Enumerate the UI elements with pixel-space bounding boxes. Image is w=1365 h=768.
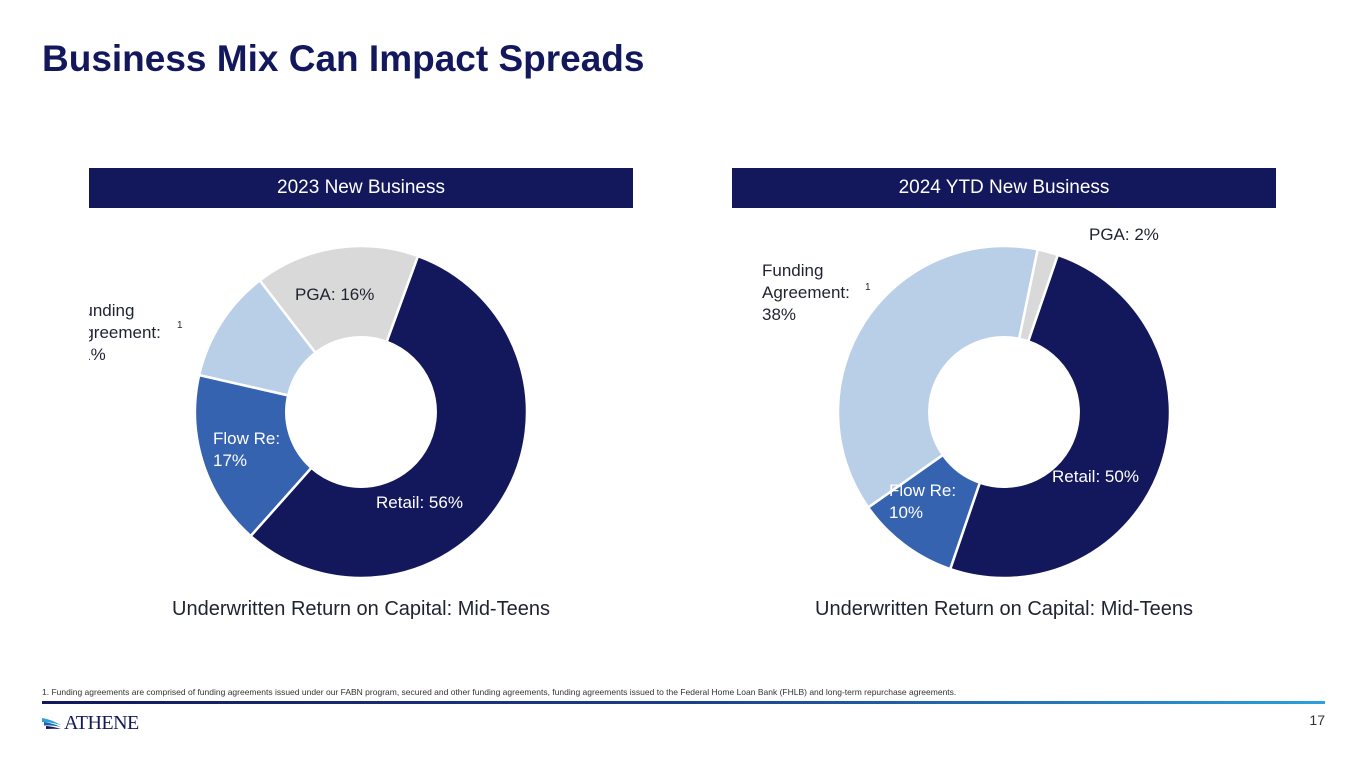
slice-retail-2024 xyxy=(948,253,1172,580)
slice-label-line-2-funding-agreement-2023: Agreement: xyxy=(89,323,161,342)
slice-label-funding-agreement-2023: Funding Agreement: 11% xyxy=(89,301,161,364)
athene-logo: ATHENE xyxy=(42,712,139,735)
footnote: 1. Funding agreements are comprised of f… xyxy=(42,687,957,697)
slice-label-pga-2023: PGA: 16% xyxy=(295,285,374,304)
slice-label-value-flow-re-2024: 10% xyxy=(889,503,923,522)
donut-chart-2024: Retail: 50% Flow Re: 10% Funding Agreement: 3… xyxy=(762,225,1172,580)
slice-label-pga-2024: PGA: 2% xyxy=(1089,225,1159,244)
slice-pga-2024 xyxy=(1017,247,1060,343)
slice-label-line-1-funding-agreement-2024: Funding xyxy=(762,261,823,280)
footnote-marker-2024: 1 xyxy=(865,282,871,293)
slice-label-retail-2023: Retail: 56% xyxy=(376,493,463,512)
slice-flow-re-2023 xyxy=(193,373,314,538)
page-title: Business Mix Can Impact Spreads xyxy=(42,38,645,79)
slice-label-retail-2024: Retail: 50% xyxy=(1052,467,1139,486)
return-on-capital-2024: Underwritten Return on Capital: Mid-Teen… xyxy=(815,598,1193,620)
slice-label-flow-re-2024: Flow Re: 10% xyxy=(889,481,956,522)
slice-label-name-flow-re-2024: Flow Re: xyxy=(889,481,956,500)
slice-funding-agreement-2024 xyxy=(836,244,1040,510)
slice-label-funding-agreement-2024: Funding Agreement: 38% xyxy=(762,261,850,324)
chart-panel-2023: 2023 New Business Retail: 56% Flow Re: 17%… xyxy=(89,168,633,628)
slice-label-name-flow-re-2023: Flow Re: xyxy=(213,429,280,448)
logo-text: ATHENE xyxy=(64,712,139,734)
slice-label-value-flow-re-2023: 17% xyxy=(213,451,247,470)
chart-title-2023: 2023 New Business xyxy=(89,168,633,208)
athene-wings-icon xyxy=(42,717,61,729)
slice-label-flow-re-2023: Flow Re: 17% xyxy=(213,429,280,470)
footnote-marker-2023: 1 xyxy=(177,320,183,331)
donut-chart-2023: Retail: 56% Flow Re: 17% Funding Agreement: 1… xyxy=(89,244,529,580)
return-on-capital-2023: Underwritten Return on Capital: Mid-Teen… xyxy=(172,598,550,620)
slice-retail-2023 xyxy=(248,254,529,580)
slice-label-line-3-funding-agreement-2024: 38% xyxy=(762,305,796,324)
chart-panel-2024: 2024 YTD New Business Retail: 50% Flow Re… xyxy=(732,168,1276,628)
page-number: 17 xyxy=(1309,712,1325,728)
footer-divider xyxy=(42,701,1325,704)
slice-label-line-3-funding-agreement-2023: 11% xyxy=(89,345,106,364)
slice-label-line-2-funding-agreement-2024: Agreement: xyxy=(762,283,850,302)
chart-title-2024: 2024 YTD New Business xyxy=(732,168,1276,208)
slice-label-line-1-funding-agreement-2023: Funding xyxy=(89,301,134,320)
slice-pga-2023 xyxy=(258,244,420,355)
